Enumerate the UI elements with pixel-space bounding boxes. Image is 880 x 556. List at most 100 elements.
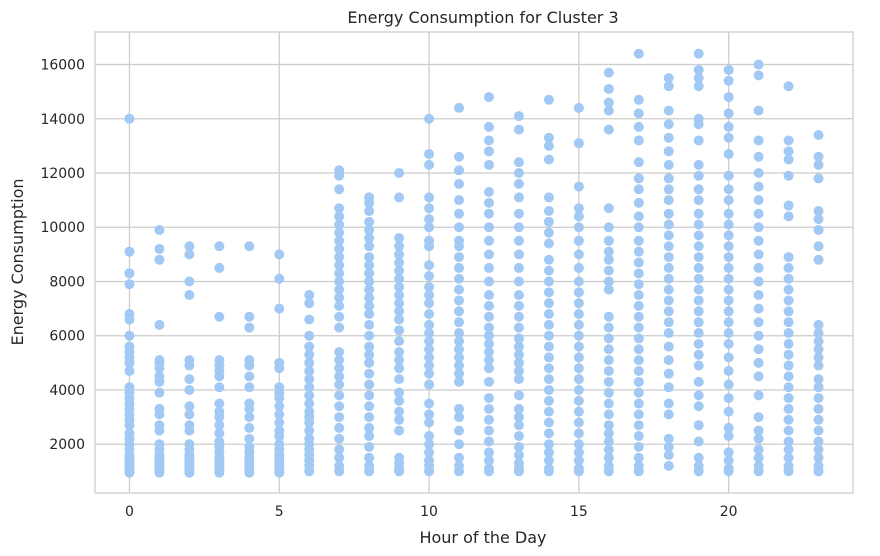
y-tick-label-3: 8000	[49, 274, 85, 290]
data-point-h9-20	[394, 395, 405, 406]
data-point-h23-16	[813, 382, 824, 393]
data-point-h22-20	[783, 393, 794, 404]
data-point-h12-10	[483, 249, 494, 260]
data-point-h22-14	[783, 328, 794, 339]
data-point-h13-0	[513, 111, 524, 122]
data-point-h2-7	[184, 384, 195, 395]
data-point-h13-14	[513, 311, 524, 322]
data-point-h9-6	[394, 265, 405, 276]
data-point-h22-23	[783, 425, 794, 436]
data-point-h9-0	[394, 168, 405, 179]
data-point-h7-24	[334, 401, 345, 412]
data-point-h17-24	[633, 376, 644, 387]
data-point-h4-4	[244, 360, 255, 371]
data-point-h13-10	[513, 262, 524, 273]
data-point-h16-14	[603, 322, 614, 333]
data-point-h19-33	[693, 466, 704, 477]
data-point-h8-2	[364, 205, 375, 216]
data-point-h9-13	[394, 325, 405, 336]
data-point-h10-15	[424, 319, 435, 330]
data-point-h22-2	[783, 146, 794, 157]
data-point-h7-27	[334, 433, 345, 444]
data-point-h11-23	[454, 403, 465, 414]
data-point-h17-8	[633, 197, 644, 208]
data-point-h19-3	[693, 81, 704, 92]
data-point-h18-4	[663, 132, 674, 143]
data-point-h6-3	[304, 330, 315, 341]
data-point-h12-6	[483, 197, 494, 208]
data-point-h21-12	[753, 262, 764, 273]
data-point-h21-2	[753, 105, 764, 116]
data-point-h23-7	[813, 241, 824, 252]
data-point-h12-20	[483, 355, 494, 366]
data-point-h23-9	[813, 319, 824, 330]
data-point-h6-2	[304, 314, 315, 325]
data-point-h16-13	[603, 311, 614, 322]
data-point-h4-5	[244, 371, 255, 382]
data-point-h14-27	[543, 447, 554, 458]
data-point-h18-3	[663, 119, 674, 130]
data-point-h23-12	[813, 344, 824, 355]
data-point-h21-15	[753, 303, 764, 314]
data-point-h14-20	[543, 374, 554, 385]
data-point-h11-24	[454, 412, 465, 423]
data-point-h7-22	[334, 379, 345, 390]
data-point-h21-4	[753, 151, 764, 162]
data-point-h15-26	[573, 455, 584, 466]
data-point-h3-6	[214, 371, 225, 382]
data-point-h17-10	[633, 222, 644, 233]
data-point-h17-21	[633, 344, 644, 355]
data-point-h6-6	[304, 357, 315, 368]
data-point-h14-16	[543, 330, 554, 341]
data-point-h16-8	[603, 246, 614, 257]
x-axis-label: Hour of the Day	[419, 528, 546, 547]
data-point-h2-6	[184, 374, 195, 385]
data-point-h21-5	[753, 168, 764, 179]
data-point-h17-19	[633, 322, 644, 333]
data-point-h7-3	[334, 203, 345, 214]
data-point-h19-25	[693, 360, 704, 371]
data-point-h7-7	[334, 235, 345, 246]
data-point-h8-10	[364, 276, 375, 287]
x-tick-labels: 0 5 10 15 20	[125, 504, 738, 520]
data-point-h15-7	[573, 249, 584, 260]
data-point-h15-16	[573, 352, 584, 363]
data-point-h4-8	[244, 403, 255, 414]
data-point-h21-10	[753, 235, 764, 246]
data-point-h13-22	[513, 390, 524, 401]
data-point-h16-15	[603, 333, 614, 344]
data-point-h2-0	[184, 241, 195, 252]
data-point-h18-27	[663, 409, 674, 420]
data-point-h11-21	[454, 368, 465, 379]
data-point-h23-22	[813, 444, 824, 455]
data-point-h23-6	[813, 224, 824, 235]
data-point-h15-24	[573, 439, 584, 450]
data-point-h9-23	[394, 425, 405, 436]
data-point-h11-14	[454, 306, 465, 317]
data-point-h17-7	[633, 184, 644, 195]
data-point-h19-11	[693, 208, 704, 219]
data-point-h14-10	[543, 265, 554, 276]
data-point-h12-22	[483, 376, 494, 387]
data-point-h10-22	[424, 379, 435, 390]
data-point-h22-24	[783, 436, 794, 447]
data-point-h21-3	[753, 135, 764, 146]
data-point-h13-3	[513, 168, 524, 179]
data-point-h14-1	[543, 132, 554, 143]
data-point-h19-7	[693, 159, 704, 170]
data-point-h8-1	[364, 197, 375, 208]
data-point-h8-6	[364, 241, 375, 252]
data-point-h20-20	[723, 317, 734, 328]
data-point-h20-4	[723, 121, 734, 132]
data-point-h15-20	[573, 395, 584, 406]
data-point-h8-15	[364, 319, 375, 330]
data-point-h17-25	[633, 387, 644, 398]
data-point-h18-18	[663, 295, 674, 306]
data-point-h15-5	[573, 222, 584, 233]
data-point-h16-7	[603, 235, 614, 246]
data-point-h14-13	[543, 298, 554, 309]
data-point-h17-0	[633, 48, 644, 59]
data-point-h20-23	[723, 352, 734, 363]
data-point-h13-19	[513, 357, 524, 368]
